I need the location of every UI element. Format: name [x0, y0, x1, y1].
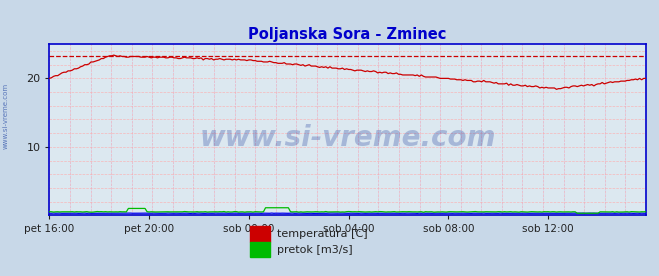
Title: Poljanska Sora - Zminec: Poljanska Sora - Zminec [248, 26, 447, 42]
Text: www.si-vreme.com: www.si-vreme.com [2, 83, 9, 149]
Text: www.si-vreme.com: www.si-vreme.com [200, 124, 496, 152]
Text: pretok [m3/s]: pretok [m3/s] [277, 245, 353, 255]
Text: temperatura [C]: temperatura [C] [277, 229, 368, 239]
